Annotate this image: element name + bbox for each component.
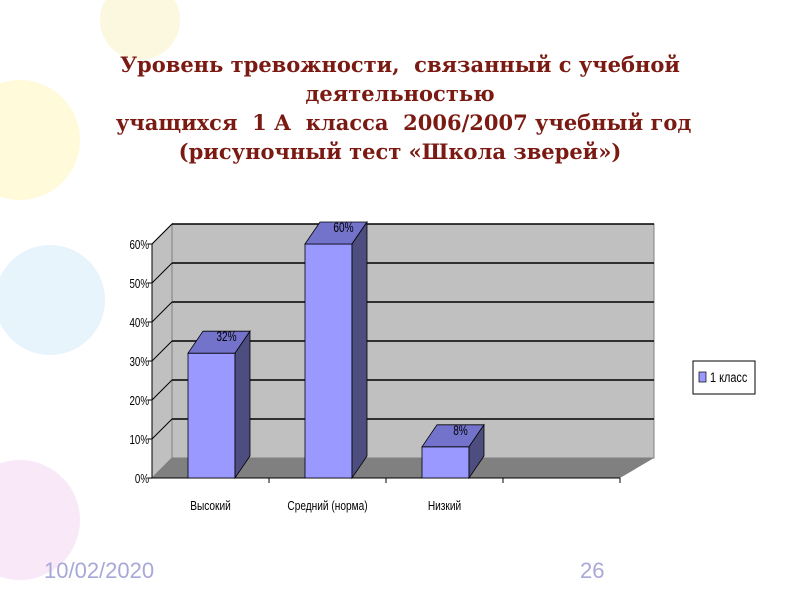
bar [304, 220, 368, 480]
bar-side [468, 423, 485, 480]
legend: 1 класс [692, 360, 756, 395]
y-tick-label: 30% [129, 356, 149, 370]
slide-date: 10/02/2020 [44, 558, 155, 583]
x-tick-label: Низкий [428, 499, 461, 513]
bar [421, 423, 485, 480]
title-line: учащихся 1 А класса 2006/2007 учебный го… [108, 110, 692, 135]
bar-side [351, 220, 368, 480]
data-label: 32% [216, 329, 236, 345]
title-line: Уровень тревожности, связанный с учебной [120, 52, 680, 77]
gridline-side [151, 262, 173, 284]
y-tick-label: 10% [129, 434, 149, 448]
slide-title: Уровень тревожности, связанный с учебной… [40, 50, 760, 166]
y-tick-label: 0% [135, 473, 149, 487]
data-label: 8% [453, 422, 468, 438]
bar-front [421, 446, 470, 479]
bar-front [187, 352, 236, 479]
gridline-side [151, 301, 173, 323]
bar-front [304, 243, 353, 479]
legend-swatch [698, 371, 707, 383]
x-tick-label: Высокий [190, 499, 231, 513]
y-tick-label: 60% [129, 239, 149, 253]
bar-side [234, 329, 251, 480]
gridline-side [151, 340, 173, 362]
y-tick-label: 50% [129, 278, 149, 292]
legend-label: 1 класс [710, 370, 747, 386]
gridline-side [151, 223, 173, 245]
gridline-side [151, 418, 173, 440]
title-line: (рисуночный тест «Школа зверей») [178, 139, 622, 164]
bar [187, 329, 251, 480]
title-line: деятельностью [305, 81, 495, 106]
y-tick-label: 20% [129, 395, 149, 409]
gridline-side [151, 379, 173, 401]
data-label: 60% [333, 219, 353, 235]
y-tick-label: 40% [129, 317, 149, 331]
x-tick-label: Средний (норма) [287, 499, 367, 513]
slide-number: 26 [580, 558, 605, 583]
floor [152, 458, 654, 478]
